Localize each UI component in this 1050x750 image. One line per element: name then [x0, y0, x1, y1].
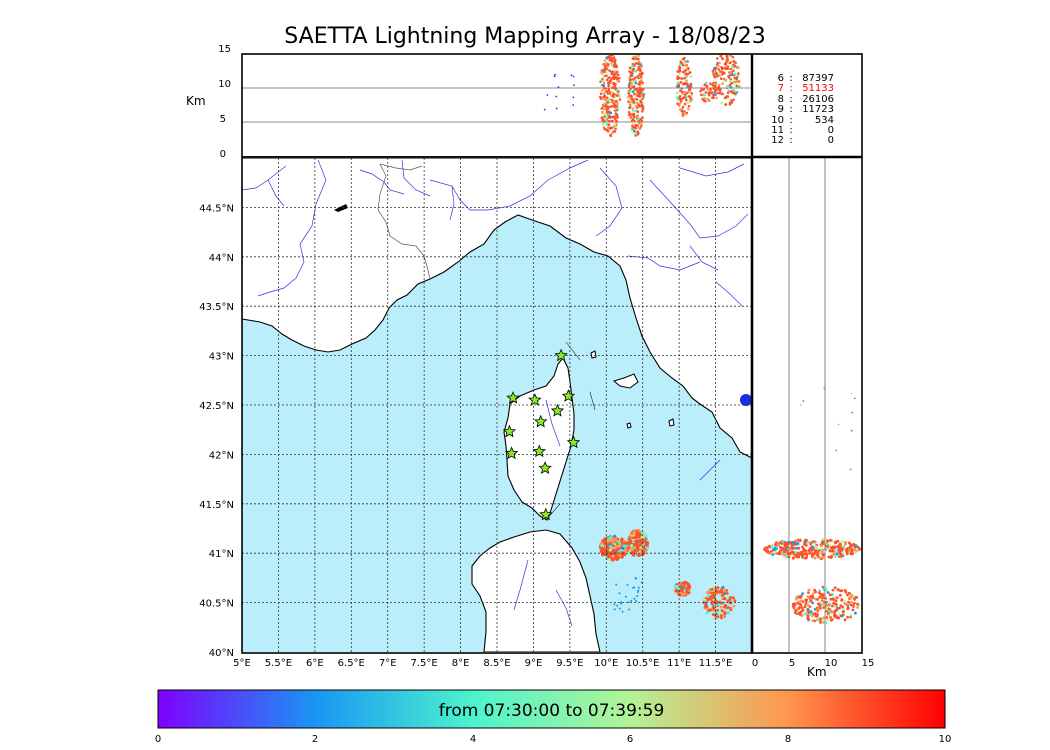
colorbar-tick-0: 0 — [155, 734, 161, 745]
storm-marker — [740, 394, 752, 406]
legend-row-10: 10:534 — [762, 114, 836, 126]
legend-count: 87397 — [802, 73, 834, 84]
station-star-icon — [502, 424, 517, 438]
altitude-tick-5: 5 — [220, 114, 226, 125]
lon-tick-label: 8.5°E — [483, 658, 510, 669]
colorbar-tick-8: 8 — [785, 734, 791, 745]
legend-row-6: 6:87397 — [762, 73, 836, 84]
corsica-land — [503, 357, 575, 521]
colorbar-tick-10: 10 — [939, 734, 952, 745]
legend-level: 7 — [777, 83, 784, 95]
lon-tick-label: 10.5°E — [626, 658, 660, 669]
legend-count: 0 — [827, 125, 834, 137]
map-panel: 5°E 5.5°E 6°E 6.5°E 7°E 7.5°E 8°E 8.5°E 9°E 9.5°E… — [199, 156, 753, 669]
legend-count: 51133 — [802, 83, 834, 95]
colorbar-tick-4: 4 — [470, 734, 476, 745]
corsica-lightning-track — [545, 341, 596, 521]
lake-geneva — [334, 204, 348, 212]
lat-tick-label: 43°N — [209, 352, 234, 363]
chart-title: SAETTA Lightning Mapping Array - 18/08/2… — [284, 24, 766, 49]
legend-level: 11 — [771, 125, 784, 137]
station-star-icon — [566, 435, 581, 449]
lon-tick-label: 11.5°E — [699, 658, 733, 669]
lat-tick-label: 42.5°N — [199, 401, 234, 412]
station-star-icon — [538, 461, 552, 474]
station-star-icon — [550, 403, 565, 417]
mainland-land — [242, 158, 752, 459]
altitude-unit-label: Km — [186, 94, 206, 108]
legend-row-7: 7:51133 — [762, 83, 836, 95]
side-tick-5: 5 — [789, 658, 795, 669]
flash-count-legend: 6:87397 7:51133 8:26106 9:11723 10:534 1… — [762, 73, 836, 147]
lon-tick-label: 5.5°E — [265, 658, 292, 669]
lat-tick-label: 41.5°N — [199, 500, 234, 511]
side-lightning-sources — [763, 387, 861, 625]
legend-count: 534 — [814, 114, 834, 126]
side-tick-15: 15 — [862, 658, 875, 669]
altitude-tick-0: 0 — [220, 149, 226, 160]
station-star-icon — [504, 446, 519, 460]
side-panel: 0 5 10 15 Km — [750, 155, 875, 679]
colorbar: 0 2 4 6 8 10 — [155, 689, 952, 745]
legend-row-12: 12:0 — [762, 135, 836, 147]
altitude-panel: Km 15 10 5 0 — [186, 44, 863, 160]
lon-tick-label: 6°E — [306, 658, 324, 669]
station-star-icon — [532, 444, 547, 458]
latitude-ticks: 40°N 40.5°N 41°N 41.5°N 42°N 42.5°N 43°N 43.5°N… — [199, 203, 234, 659]
lon-tick-label: 11°E — [667, 658, 691, 669]
colorbar-tick-6: 6 — [627, 734, 633, 745]
lat-tick-label: 44°N — [209, 253, 234, 264]
legend-level: 12 — [771, 135, 784, 147]
elba-island — [612, 373, 639, 389]
side-unit-label: Km — [807, 665, 827, 679]
station-star-icon — [554, 348, 568, 362]
legend-count: 11723 — [802, 104, 834, 116]
legend-row-9: 9:11723 — [762, 104, 836, 116]
side-tick-10: 10 — [825, 658, 838, 669]
lat-tick-label: 41°N — [209, 549, 234, 560]
legend-count: 26106 — [802, 93, 834, 105]
lon-tick-label: 10°E — [594, 658, 618, 669]
map-lightning-sources — [599, 394, 752, 620]
lat-tick-label: 40°N — [209, 648, 234, 659]
lon-tick-label: 8°E — [452, 658, 470, 669]
colorbar-time-range: from 07:30:00 to 07:39:59 — [438, 701, 665, 721]
legend-level: 6 — [777, 73, 784, 84]
station-star-icon — [561, 389, 576, 402]
altitude-tick-15: 15 — [218, 44, 231, 55]
lon-tick-label: 7°E — [379, 658, 397, 669]
sardinia-land — [471, 529, 601, 652]
legend-level: 8 — [777, 93, 784, 105]
lon-tick-label: 5°E — [233, 658, 251, 669]
altitude-tick-10: 10 — [218, 79, 231, 90]
longitude-ticks: 5°E 5.5°E 6°E 6.5°E 7°E 7.5°E 8°E 8.5°E 9°E 9.5°E… — [233, 658, 732, 669]
altitude-lightning-sources — [543, 55, 741, 138]
lat-tick-label: 43.5°N — [199, 302, 234, 313]
giglio-island — [668, 418, 675, 427]
legend-level: 10 — [771, 114, 784, 126]
montecristo-island — [626, 422, 632, 429]
lat-tick-label: 40.5°N — [199, 599, 234, 610]
side-tick-0: 0 — [752, 658, 758, 669]
map-graticule — [242, 158, 752, 652]
lon-tick-label: 9°E — [525, 658, 543, 669]
legend-count: 0 — [827, 135, 834, 147]
lat-tick-label: 42°N — [209, 450, 234, 461]
station-star-icon — [506, 391, 520, 404]
lon-tick-label: 9.5°E — [556, 658, 583, 669]
legend-row-11: 11:0 — [762, 125, 836, 137]
station-star-icon — [534, 414, 548, 428]
lon-tick-label: 6.5°E — [338, 658, 365, 669]
legend-row-8: 8:26106 — [762, 93, 836, 105]
station-star-icon — [528, 393, 542, 406]
capraia-island — [590, 350, 597, 359]
lma-stations — [502, 348, 581, 521]
lat-tick-label: 44.5°N — [199, 203, 234, 214]
colorbar-tick-2: 2 — [312, 734, 318, 745]
legend-level: 9 — [777, 104, 784, 116]
lon-tick-label: 7.5°E — [411, 658, 438, 669]
